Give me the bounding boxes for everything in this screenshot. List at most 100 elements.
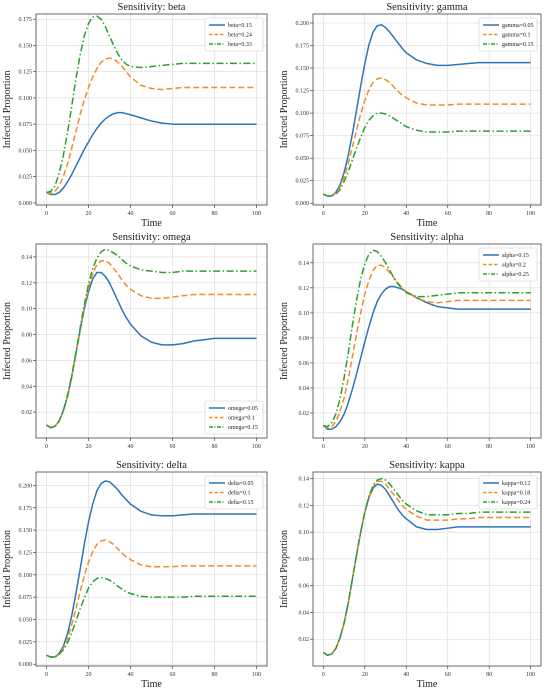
y-tick-label: 0.075 <box>296 134 310 140</box>
x-tick-label: 80 <box>486 672 492 678</box>
y-tick-label: 0.02 <box>299 411 310 417</box>
legend-box <box>204 17 264 52</box>
y-tick-label: 0.175 <box>19 17 33 23</box>
series-line-2 <box>323 77 531 197</box>
x-tick-label: 0 <box>322 444 325 450</box>
y-axis-label: Infected Proportion <box>279 70 290 148</box>
x-tick-label: 80 <box>486 444 492 450</box>
y-tick-label: 0.02 <box>299 637 310 643</box>
y-tick-label: 0.175 <box>19 506 33 512</box>
legend-box <box>478 247 538 282</box>
legend-label-3: kappa=0.24 <box>502 500 530 506</box>
y-tick-label: 0.14 <box>22 255 33 261</box>
series-line-1 <box>323 24 531 197</box>
legend-label-3: delta=0.15 <box>228 500 254 506</box>
chart-panel-6: 0 20 40 60 80 100 0.02 0.04 0.06 0.08 0.10 0.12 0.14… <box>279 460 542 689</box>
chart-panel-2: 0 20 40 60 80 100 0.000 0.025 0.050 0.075 0.100 0.1… <box>279 2 542 229</box>
y-axis-label: Infected Proportion <box>2 302 13 380</box>
y-axis-label: Infected Proportion <box>279 530 290 608</box>
x-tick-label: 80 <box>212 211 218 217</box>
chart-panel-3: 0 20 40 60 80 100 0.02 0.04 0.06 0.08 0.10 0.12 0.14… <box>2 232 268 450</box>
y-tick-label: 0.200 <box>296 21 310 27</box>
x-tick-label: 60 <box>445 672 451 678</box>
legend-label-3: omega=0.15 <box>228 425 258 431</box>
plot-frame <box>35 13 268 206</box>
x-tick-label: 20 <box>362 672 368 678</box>
x-tick-label: 0 <box>45 211 48 217</box>
series-line-3 <box>323 249 531 428</box>
y-tick-label: 0.08 <box>22 333 33 339</box>
y-tick-label: 0.025 <box>19 175 33 181</box>
x-tick-label: 20 <box>86 444 92 450</box>
x-tick-label: 80 <box>212 672 218 678</box>
x-tick-label: 20 <box>362 211 368 217</box>
legend-label-2: beta=0.24 <box>228 33 252 39</box>
x-tick-label: 40 <box>128 444 134 450</box>
series-line-1 <box>322 285 531 430</box>
x-tick-label: 100 <box>252 211 261 217</box>
series-line-3 <box>322 477 531 657</box>
plot-frame <box>312 471 542 667</box>
plot-frame <box>35 471 268 667</box>
x-tick-label: 100 <box>526 211 535 217</box>
x-axis-label: Time <box>417 218 438 229</box>
legend: gamma=0.05 gamma=0.1 gamma=0.15 <box>478 17 538 52</box>
legend-label-1: delta=0.05 <box>228 481 254 487</box>
y-tick-label: 0.075 <box>19 595 33 601</box>
chart-panel-5: 0 20 40 60 80 100 0.000 0.025 0.050 0.075 0.100 0.1… <box>2 460 268 689</box>
legend-label-3: beta=0.33 <box>228 42 252 48</box>
x-tick-label: 20 <box>362 444 368 450</box>
plot-frame <box>312 13 542 206</box>
y-tick-label: 0.025 <box>19 640 33 646</box>
y-tick-label: 0.06 <box>299 361 310 367</box>
y-tick-label: 0.050 <box>296 156 310 162</box>
y-tick-label: 0.10 <box>299 530 310 536</box>
y-tick-label: 0.08 <box>299 557 310 563</box>
x-tick-label: 40 <box>403 444 409 450</box>
chart-title: Sensitivity: beta <box>118 2 186 13</box>
chart-panel-4: 0 20 40 60 80 100 0.02 0.04 0.06 0.08 0.10 0.12 0.14… <box>279 232 542 450</box>
x-tick-label: 80 <box>486 211 492 217</box>
x-tick-label: 60 <box>170 444 176 450</box>
x-tick-label: 40 <box>403 672 409 678</box>
x-tick-label: 40 <box>403 211 409 217</box>
y-tick-label: 0.000 <box>19 201 33 207</box>
y-tick-label: 0.04 <box>299 386 310 392</box>
y-tick-label: 0.06 <box>299 584 310 590</box>
y-axis-label: Infected Proportion <box>279 302 290 380</box>
y-tick-label: 0.150 <box>19 43 33 49</box>
x-tick-label: 0 <box>45 444 48 450</box>
legend-label-1: beta=0.15 <box>228 23 252 29</box>
y-tick-label: 0.04 <box>22 384 33 390</box>
chart-title: Sensitivity: alpha <box>390 232 464 243</box>
legend-box <box>204 475 264 510</box>
y-tick-label: 0.12 <box>299 286 310 292</box>
x-tick-label: 60 <box>445 444 451 450</box>
legend-box <box>478 475 538 510</box>
chart-panel-1: 0 20 40 60 80 100 0.000 0.025 0.050 0.075 0.100 0.1… <box>2 2 268 229</box>
legend-label-3: gamma=0.15 <box>502 42 534 48</box>
series-line-3 <box>323 112 531 197</box>
legend-label-2: delta=0.1 <box>228 491 251 497</box>
plot-frame <box>312 243 542 439</box>
x-tick-label: 100 <box>526 444 535 450</box>
y-tick-label: 0.14 <box>299 261 310 267</box>
y-tick-label: 0.075 <box>19 122 33 128</box>
y-tick-label: 0.000 <box>19 662 33 668</box>
y-tick-label: 0.025 <box>296 179 310 185</box>
legend-box <box>204 400 264 435</box>
legend: alpha=0.15 alpha=0.2 alpha=0.25 <box>478 247 538 282</box>
x-tick-label: 100 <box>252 444 261 450</box>
legend-label-1: kappa=0.12 <box>502 481 530 487</box>
y-tick-label: 0.125 <box>19 70 33 76</box>
legend-label-3: alpha=0.25 <box>502 272 529 278</box>
series-line-1 <box>46 111 257 196</box>
y-tick-label: 0.125 <box>296 89 310 95</box>
legend-box <box>478 17 538 52</box>
series-line-3 <box>46 248 257 429</box>
x-tick-label: 80 <box>212 444 218 450</box>
x-axis-label: Time <box>141 679 162 689</box>
y-tick-label: 0.100 <box>19 96 33 102</box>
y-tick-label: 0.175 <box>296 44 310 50</box>
